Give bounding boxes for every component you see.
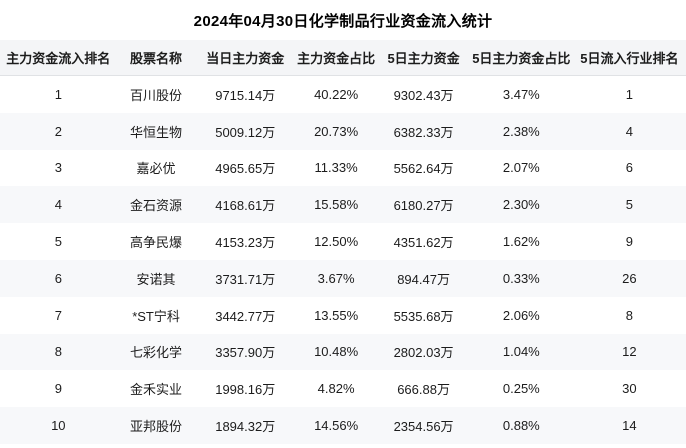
table-cell: 5 [54,234,62,250]
table-cell: 3 [54,160,62,176]
table-cell: 2 [54,123,62,139]
table-cell: 七彩化学 [130,345,183,361]
table-cell: 40.22% [314,86,359,102]
column-header: 5日主力资金占比 [472,51,571,66]
table-row: 8 七彩化学 3357.90万 10.48% 2802.03万 1.04% 12 [0,333,686,371]
table-cell: 666.88万 [397,382,450,398]
table-cell: 嘉必优 [136,161,176,177]
table-row: 6 安诺其 3731.71万 3.67% 894.47万 0.33% 26 [0,259,686,297]
table-cell: 6 [625,160,633,176]
table-cell: 3731.71万 [215,271,276,287]
table-cell: 26 [622,270,637,286]
column-header: 主力资金流入排名 [6,51,111,66]
table-cell: 12.50% [314,234,359,250]
table-row: 1 百川股份 9715.14万 40.22% 9302.43万 3.47% 1 [0,76,686,113]
table-cell: 5 [625,197,633,213]
table-cell: 12 [622,344,637,360]
table-cell: 7 [54,307,62,323]
table-cell: 4 [625,123,633,139]
table-cell: 1 [625,86,633,102]
table-cell: 2.30% [502,197,540,213]
table-cell: 4153.23万 [215,235,276,251]
table-cell: 3357.90万 [215,345,276,361]
table-cell: 1.04% [502,344,540,360]
table-cell: 4965.65万 [215,161,276,177]
title-bar: 2024年04月30日化学制品行业资金流入统计 [0,0,686,40]
table-cell: 14 [622,418,637,434]
column-header: 股票名称 [130,51,183,66]
page-title: 2024年04月30日化学制品行业资金流入统计 [193,12,493,30]
table-cell: 8 [625,307,633,323]
table-cell: 15.58% [314,197,359,213]
table-row: 2 华恒生物 5009.12万 20.73% 6382.33万 2.38% 4 [0,112,686,150]
table-cell: 金禾实业 [130,382,183,398]
table-cell: 6180.27万 [393,198,454,214]
table-cell: 30 [622,381,637,397]
table-cell: 2.06% [502,307,540,323]
table-cell: 3.47% [502,86,540,102]
column-header: 主力资金占比 [297,51,376,66]
table-cell: 4 [54,197,62,213]
table-cell: 9302.43万 [393,87,454,103]
table-cell: 0.88% [502,418,540,434]
table-cell: 百川股份 [130,87,183,103]
table-cell: 亚邦股份 [130,419,183,435]
table-cell: 13.55% [314,307,359,323]
table-cell: 4168.61万 [215,198,276,214]
table-row: 5 高争民爆 4153.23万 12.50% 4351.62万 1.62% 9 [0,223,686,260]
table-cell: 6 [54,270,62,286]
table-cell: 1894.32万 [215,419,276,435]
table-cell: 10 [51,418,66,434]
table-cell: 9715.14万 [215,87,276,103]
table-row: 7 *ST宁科 3442.77万 13.55% 5535.68万 2.06% 8 [0,296,686,334]
table-cell: 5009.12万 [215,124,276,140]
table-cell: 2802.03万 [393,345,454,361]
table-cell: 安诺其 [136,271,176,287]
table-cell: 10.48% [314,344,359,360]
column-header: 当日主力资金 [206,51,285,66]
table-cell: 20.73% [314,123,359,139]
table-header-row: 主力资金流入排名 股票名称 当日主力资金 主力资金占比 5日主力资金 5日主力资金占比 5日… [0,40,686,76]
table-cell: 5562.64万 [393,161,454,177]
table-cell: 11.33% [314,160,358,176]
table-cell: 华恒生物 [130,124,183,140]
table-cell: 14.56% [314,418,359,434]
table-cell: 5535.68万 [393,308,454,324]
table-cell: 1.62% [502,234,540,250]
table-cell: 2.38% [502,123,540,139]
table-cell: 0.25% [502,381,540,397]
table-cell: 高争民爆 [130,235,183,251]
table-cell: 金石资源 [130,198,183,214]
column-header: 5日主力资金 [387,51,460,66]
table-cell: 4.82% [317,381,355,397]
table-cell: 0.33% [502,270,540,286]
table-row: 9 金禾实业 1998.16万 4.82% 666.88万 0.25% 30 [0,370,686,408]
table-row: 3 嘉必优 4965.65万 11.33% 5562.64万 2.07% 6 [0,149,686,187]
column-header: 5日流入行业排名 [580,51,679,66]
table-cell: 9 [54,381,62,397]
table-body: 1 百川股份 9715.14万 40.22% 9302.43万 3.47% 1 2 华恒生物 50… [0,76,686,444]
table-cell: 1998.16万 [215,382,276,398]
table-cell: 2354.56万 [393,419,454,435]
table-cell: 3442.77万 [215,308,276,324]
table-cell: 6382.33万 [393,124,454,140]
table-cell: *ST宁科 [132,308,180,324]
table-cell: 2.07% [502,160,540,176]
table-cell: 3.67% [317,270,355,286]
table-row: 4 金石资源 4168.61万 15.58% 6180.27万 2.30% 5 [0,186,686,224]
table-cell: 1 [54,86,62,102]
table-cell: 4351.62万 [393,235,454,251]
table-cell: 8 [54,344,62,360]
table-cell: 894.47万 [397,271,450,287]
table-row: 10 亚邦股份 1894.32万 14.56% 2354.56万 0.88% 14 [0,407,686,444]
capital-inflow-table: 主力资金流入排名 股票名称 当日主力资金 主力资金占比 5日主力资金 5日主力资金占比 5日… [0,40,686,444]
table-cell: 9 [625,234,633,250]
